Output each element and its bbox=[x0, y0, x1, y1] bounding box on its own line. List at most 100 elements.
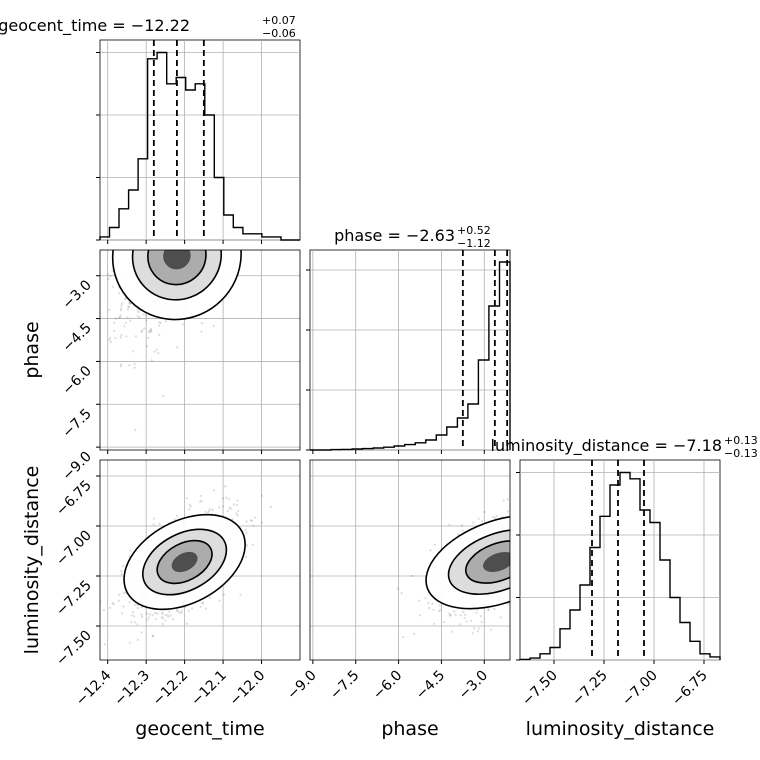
sample-point bbox=[186, 245, 188, 247]
sample-point bbox=[193, 245, 195, 247]
sample-point bbox=[511, 556, 513, 558]
sample-point bbox=[431, 602, 434, 605]
sample-point bbox=[438, 604, 441, 607]
sample-point bbox=[141, 615, 144, 619]
x-tick-label: −3.0 bbox=[456, 668, 491, 703]
sample-point bbox=[176, 346, 179, 349]
sample-point bbox=[107, 277, 110, 280]
sample-point bbox=[218, 599, 221, 603]
sample-point bbox=[226, 510, 229, 513]
sample-point bbox=[418, 614, 421, 617]
sample-point bbox=[155, 348, 158, 351]
sample-point bbox=[191, 607, 194, 610]
sample-point bbox=[516, 604, 518, 606]
sample-point bbox=[260, 521, 264, 524]
sample-point bbox=[97, 653, 99, 655]
sample-point bbox=[513, 554, 515, 556]
sample-point bbox=[212, 324, 215, 328]
sample-point bbox=[200, 330, 203, 333]
xlabel-luminosity-distance: luminosity_distance bbox=[526, 718, 715, 740]
sample-point bbox=[396, 587, 399, 590]
hist-frame bbox=[99, 39, 301, 241]
sample-point bbox=[152, 523, 155, 526]
sample-point bbox=[246, 544, 249, 547]
sample-point bbox=[517, 564, 519, 566]
x-tick-label: −12.0 bbox=[227, 668, 269, 710]
sample-point bbox=[109, 606, 112, 610]
sample-point bbox=[103, 643, 106, 646]
sample-point bbox=[119, 246, 121, 248]
xlabel-phase: phase bbox=[381, 718, 438, 740]
sample-point bbox=[113, 321, 116, 324]
sample-point bbox=[160, 616, 163, 619]
sample-point bbox=[178, 246, 180, 248]
sample-point bbox=[181, 323, 184, 326]
sample-point bbox=[516, 515, 518, 517]
sample-point bbox=[151, 241, 153, 243]
sample-point bbox=[227, 498, 230, 501]
title-geocent-time-sub: −0.06 bbox=[262, 27, 296, 40]
sample-point bbox=[151, 634, 154, 637]
sample-point bbox=[513, 561, 515, 563]
sample-point bbox=[144, 314, 148, 317]
title-luminosity-distance-sup: +0.13 bbox=[724, 434, 758, 447]
sample-point bbox=[153, 517, 156, 520]
sample-point bbox=[462, 610, 465, 614]
sample-point bbox=[134, 603, 137, 607]
sample-point bbox=[164, 320, 168, 323]
sample-point bbox=[157, 352, 160, 355]
sample-point bbox=[131, 611, 135, 614]
sample-point bbox=[182, 244, 184, 246]
sample-point bbox=[109, 275, 112, 278]
sample-point bbox=[201, 601, 204, 604]
sample-point bbox=[145, 612, 148, 615]
sample-point bbox=[209, 508, 212, 511]
sample-point bbox=[517, 520, 519, 522]
panel-frame bbox=[99, 459, 301, 661]
sample-point bbox=[184, 245, 186, 247]
sample-point bbox=[127, 305, 131, 308]
x-tick-label: −7.25 bbox=[569, 668, 611, 710]
sample-point bbox=[125, 246, 127, 248]
sample-point bbox=[456, 533, 460, 536]
sample-point bbox=[143, 327, 146, 330]
sample-point bbox=[174, 244, 176, 246]
sample-point bbox=[464, 613, 467, 617]
sample-point bbox=[154, 244, 156, 246]
sample-point bbox=[164, 241, 166, 243]
sample-point bbox=[483, 510, 486, 514]
sample-point bbox=[515, 572, 517, 574]
sample-point bbox=[127, 301, 130, 304]
sample-point bbox=[515, 524, 517, 526]
sample-point bbox=[169, 614, 172, 617]
sample-point bbox=[146, 618, 149, 621]
sample-point bbox=[161, 617, 164, 620]
sample-point bbox=[154, 611, 157, 615]
sample-point bbox=[512, 609, 514, 611]
sample-point bbox=[487, 608, 490, 611]
sample-point bbox=[438, 609, 441, 613]
sample-point bbox=[511, 593, 513, 595]
density-contour bbox=[171, 551, 198, 573]
sample-point bbox=[221, 497, 224, 500]
sample-point bbox=[511, 543, 513, 545]
sample-point bbox=[517, 517, 519, 519]
sample-point bbox=[202, 602, 205, 605]
sample-point bbox=[217, 247, 219, 249]
sample-point bbox=[511, 571, 513, 573]
sample-point bbox=[111, 602, 114, 605]
sample-point bbox=[511, 574, 513, 576]
sample-point bbox=[137, 311, 140, 314]
sample-point bbox=[177, 243, 179, 245]
sample-point bbox=[150, 330, 153, 334]
sample-point bbox=[108, 308, 111, 311]
sample-point bbox=[232, 503, 235, 506]
sample-point bbox=[120, 304, 123, 307]
sample-point bbox=[140, 613, 143, 616]
sample-point bbox=[133, 366, 136, 369]
sample-point bbox=[502, 499, 505, 502]
sample-point bbox=[204, 607, 207, 610]
sample-point bbox=[151, 614, 154, 617]
sample-point bbox=[235, 512, 238, 515]
sample-point bbox=[507, 510, 510, 513]
